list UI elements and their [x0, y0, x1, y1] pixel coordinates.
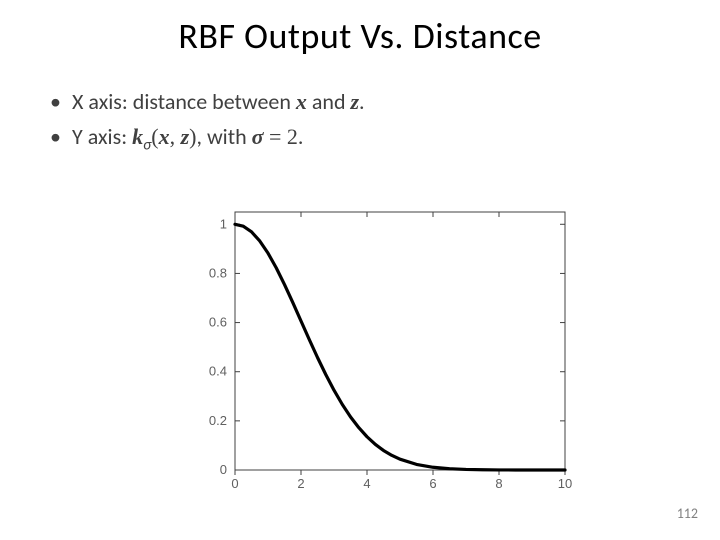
bullet-2: • Y axis: kσ(x, z), with σ = 2.: [50, 123, 365, 154]
svg-text:8: 8: [495, 476, 502, 491]
slide-title: RBF Output Vs. Distance: [0, 14, 720, 58]
var-z: z: [181, 124, 190, 149]
val-2: 2: [287, 124, 298, 149]
svg-text:4: 4: [363, 476, 370, 491]
text: .: [298, 123, 304, 150]
svg-text:10: 10: [558, 476, 572, 491]
svg-text:0: 0: [231, 476, 238, 491]
slide: RBF Output Vs. Distance • X axis: distan…: [0, 0, 720, 540]
var-x: x: [159, 124, 170, 149]
text: and: [307, 88, 351, 115]
var-sigma: σ: [252, 124, 264, 149]
var-z: z: [350, 89, 359, 114]
page-number: 112: [677, 505, 698, 522]
svg-text:0: 0: [220, 462, 227, 477]
paren: (: [151, 124, 158, 149]
bullet-1-text: X axis: distance between x and z.: [72, 88, 365, 115]
text: .: [359, 88, 365, 115]
svg-text:1: 1: [220, 216, 227, 231]
text: , with: [196, 123, 251, 150]
bullet-list: • X axis: distance between x and z. • Y …: [50, 88, 365, 162]
svg-text:0.6: 0.6: [209, 315, 227, 330]
bullet-1: • X axis: distance between x and z.: [50, 88, 365, 115]
bullet-2-text: Y axis: kσ(x, z), with σ = 2.: [72, 123, 303, 154]
bullet-dot: •: [50, 126, 72, 148]
bullet-dot: •: [50, 91, 72, 113]
var-k: k: [132, 124, 143, 149]
chart-svg: 0 2 4 6 8 10 0 0.2 0.4 0.6 0.8 1: [180, 200, 580, 500]
text: X axis: distance between: [72, 88, 296, 115]
var-x: x: [296, 89, 307, 114]
svg-text:2: 2: [297, 476, 304, 491]
eq: =: [263, 124, 286, 149]
rbf-chart: 0 2 4 6 8 10 0 0.2 0.4 0.6 0.8 1: [180, 200, 580, 505]
text: Y axis:: [72, 123, 132, 150]
svg-text:0.4: 0.4: [209, 364, 227, 379]
svg-text:6: 6: [429, 476, 436, 491]
svg-text:0.2: 0.2: [209, 413, 227, 428]
svg-text:0.8: 0.8: [209, 265, 227, 280]
comma: ,: [170, 124, 181, 149]
